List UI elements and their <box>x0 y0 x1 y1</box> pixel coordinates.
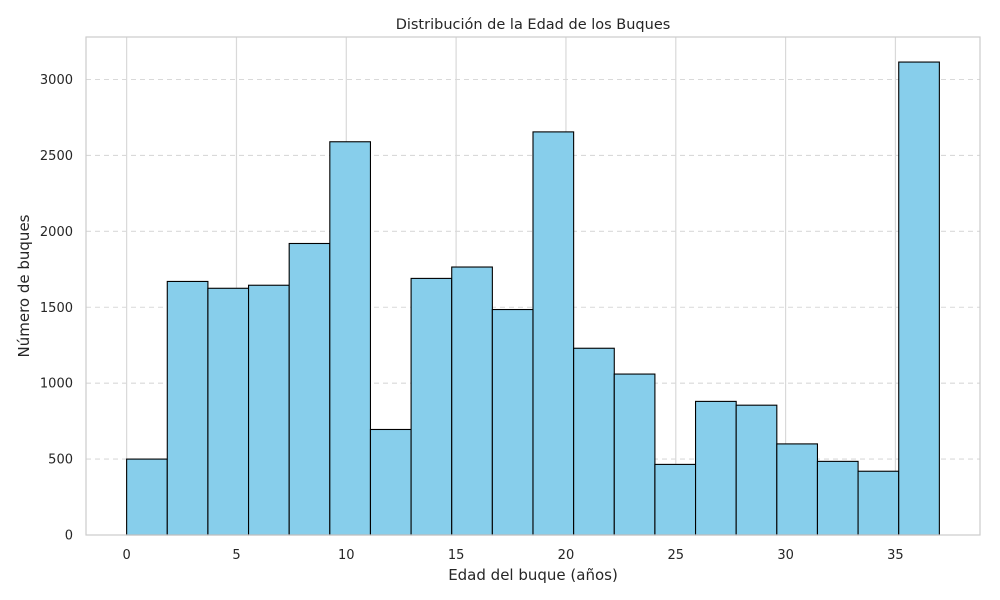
x-tick-label: 5 <box>232 548 240 563</box>
y-tick-label: 500 <box>48 453 73 468</box>
histogram-bar <box>613 373 656 536</box>
bars-layer <box>126 61 940 536</box>
y-tick-label: 2000 <box>40 225 73 240</box>
x-tick-label: 35 <box>887 548 904 563</box>
histogram-bar <box>573 347 615 536</box>
y-axis-label: Número de buques <box>15 214 33 357</box>
histogram-bar <box>735 404 778 536</box>
y-tick-label: 1000 <box>40 377 73 392</box>
chart-title: Distribución de la Edad de los Buques <box>396 17 671 33</box>
histogram-bar <box>451 266 493 536</box>
y-tick-label: 1500 <box>40 301 73 316</box>
histogram-bar <box>816 460 859 536</box>
y-tick-label: 2500 <box>40 149 73 164</box>
x-tick-label: 0 <box>122 548 130 563</box>
histogram-bar <box>126 458 168 536</box>
histogram-bar <box>491 308 534 536</box>
histogram-bar <box>288 242 331 536</box>
histogram-bar <box>857 470 900 536</box>
histogram-bar <box>247 284 290 536</box>
histogram-bar <box>207 287 250 536</box>
y-tick-label: 3000 <box>40 73 73 88</box>
x-tick-label: 25 <box>668 548 685 563</box>
y-tick-label: 0 <box>65 529 73 544</box>
x-tick-label: 10 <box>338 548 355 563</box>
x-axis-label: Edad del buque (años) <box>448 566 618 584</box>
histogram-bar <box>532 131 575 536</box>
histogram-bar <box>898 61 940 536</box>
histogram-bar <box>329 141 372 536</box>
histogram-bar <box>369 428 412 536</box>
histogram-bar <box>654 463 697 536</box>
histogram-bar <box>776 443 819 536</box>
x-tick-label: 20 <box>558 548 575 563</box>
histogram-bar <box>166 280 209 536</box>
y-tick-labels: 0 500 1000 1500 2000 2500 3000 <box>40 73 73 543</box>
histogram-bar <box>694 400 737 536</box>
axes-frame <box>85 36 981 536</box>
x-tick-label: 30 <box>777 548 794 563</box>
x-tick-label: 15 <box>448 548 465 563</box>
x-tick-labels: 0 5 10 15 20 25 30 35 <box>122 548 903 563</box>
histogram-bar <box>410 277 453 536</box>
